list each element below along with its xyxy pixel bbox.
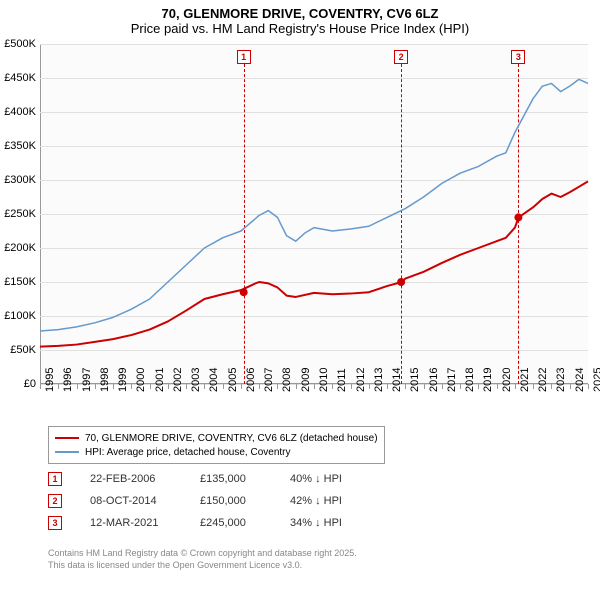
- sales-table: 1 22-FEB-2006£135,00040% ↓ HPI 2 08-OCT-201…: [48, 468, 390, 534]
- sales-row: 1 22-FEB-2006£135,00040% ↓ HPI: [48, 468, 390, 490]
- sales-row-pct: 40% ↓ HPI: [290, 473, 390, 485]
- sales-row-price: £135,000: [200, 473, 290, 485]
- chart-svg: [0, 0, 600, 386]
- sales-row: 3 12-MAR-2021£245,00034% ↓ HPI: [48, 512, 390, 534]
- attribution: Contains HM Land Registry data © Crown c…: [48, 548, 357, 571]
- series-price_paid: [40, 181, 588, 346]
- legend-swatch: [55, 437, 79, 439]
- sales-row: 2 08-OCT-2014£150,00042% ↓ HPI: [48, 490, 390, 512]
- legend: 70, GLENMORE DRIVE, COVENTRY, CV6 6LZ (d…: [48, 426, 385, 464]
- legend-swatch: [55, 451, 79, 453]
- sales-row-pct: 34% ↓ HPI: [290, 517, 390, 529]
- sales-row-price: £150,000: [200, 495, 290, 507]
- legend-row: HPI: Average price, detached house, Cove…: [55, 445, 378, 459]
- sale-marker-dot: [240, 288, 248, 296]
- sales-row-price: £245,000: [200, 517, 290, 529]
- legend-label: HPI: Average price, detached house, Cove…: [85, 447, 291, 458]
- sales-row-date: 08-OCT-2014: [90, 495, 200, 507]
- sales-row-number: 1: [48, 472, 62, 486]
- sales-row-date: 12-MAR-2021: [90, 517, 200, 529]
- legend-row: 70, GLENMORE DRIVE, COVENTRY, CV6 6LZ (d…: [55, 431, 378, 445]
- sales-row-number: 2: [48, 494, 62, 508]
- sale-marker-dot: [514, 213, 522, 221]
- sales-row-date: 22-FEB-2006: [90, 473, 200, 485]
- attribution-line2: This data is licensed under the Open Gov…: [48, 560, 357, 572]
- legend-label: 70, GLENMORE DRIVE, COVENTRY, CV6 6LZ (d…: [85, 433, 378, 444]
- sales-row-number: 3: [48, 516, 62, 530]
- sales-row-pct: 42% ↓ HPI: [290, 495, 390, 507]
- sale-marker-dot: [397, 278, 405, 286]
- attribution-line1: Contains HM Land Registry data © Crown c…: [48, 548, 357, 560]
